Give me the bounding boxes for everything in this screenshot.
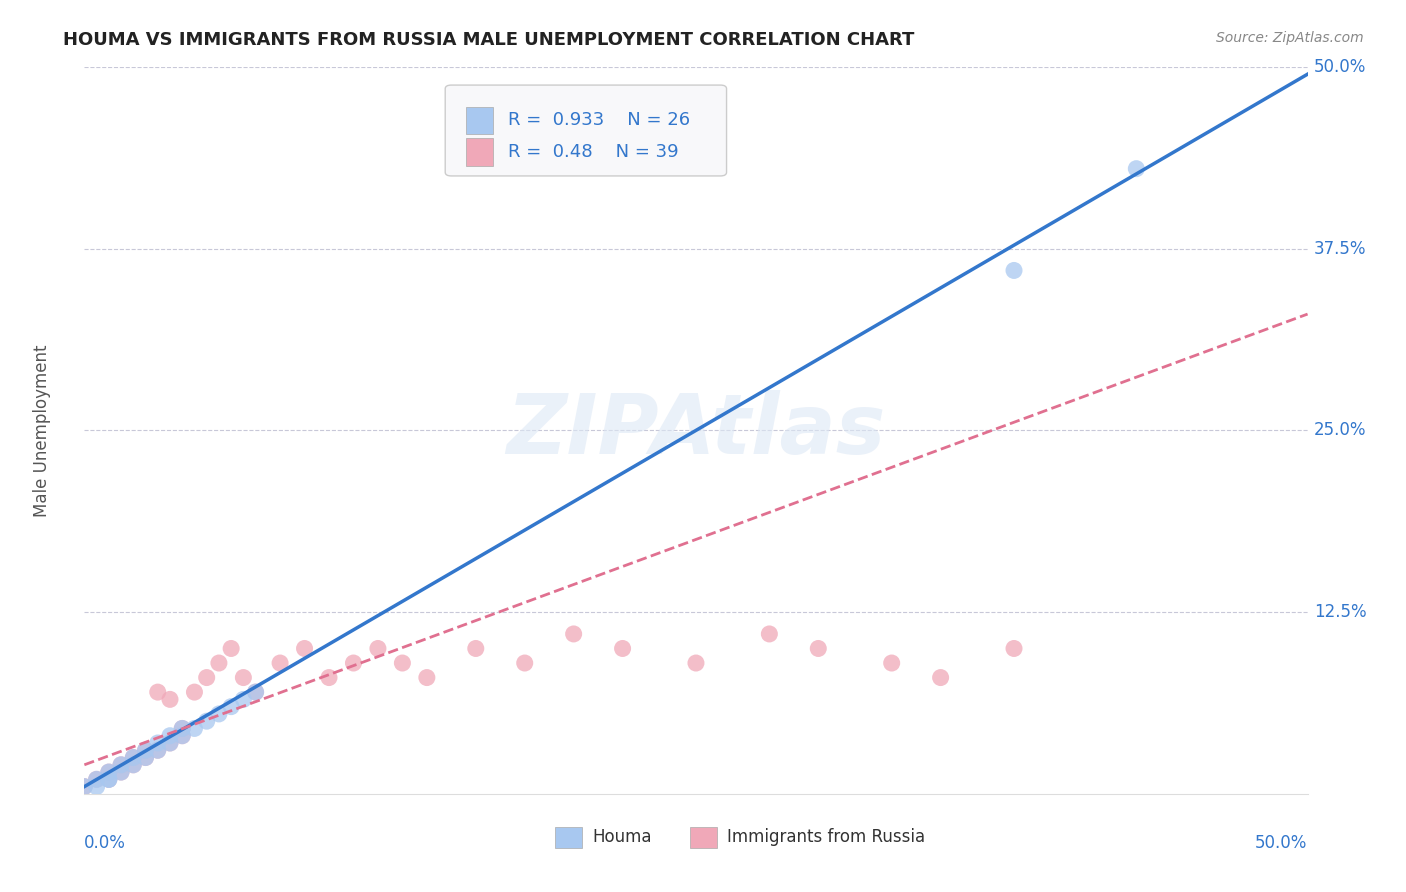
Point xyxy=(929,671,952,685)
Point xyxy=(110,765,132,780)
Point xyxy=(97,772,120,787)
Point xyxy=(135,750,157,764)
Point xyxy=(195,714,218,728)
Point xyxy=(880,656,903,670)
Point xyxy=(172,722,194,736)
Point xyxy=(612,641,634,656)
Point xyxy=(183,685,205,699)
Point xyxy=(294,641,316,656)
Text: 0.0%: 0.0% xyxy=(84,834,127,852)
Point xyxy=(245,685,267,699)
Point xyxy=(232,671,254,685)
Point xyxy=(146,743,169,757)
Point xyxy=(464,641,486,656)
Bar xyxy=(690,827,717,848)
Point xyxy=(110,765,132,780)
Point xyxy=(122,757,145,772)
Text: 50.0%: 50.0% xyxy=(1313,58,1367,76)
Point xyxy=(208,656,231,670)
Point xyxy=(122,757,145,772)
Bar xyxy=(465,107,494,135)
Point xyxy=(97,772,120,787)
Point xyxy=(219,699,242,714)
Point xyxy=(97,765,120,780)
Text: 12.5%: 12.5% xyxy=(1313,603,1367,621)
Text: R =  0.48    N = 39: R = 0.48 N = 39 xyxy=(508,144,678,161)
Point xyxy=(172,729,194,743)
Point xyxy=(172,729,194,743)
Text: Source: ZipAtlas.com: Source: ZipAtlas.com xyxy=(1216,31,1364,45)
Point xyxy=(110,757,132,772)
Point xyxy=(208,706,231,721)
Text: Immigrants from Russia: Immigrants from Russia xyxy=(727,829,925,847)
Point xyxy=(122,750,145,764)
Point xyxy=(110,757,132,772)
Point xyxy=(97,772,120,787)
Point xyxy=(1002,641,1025,656)
Point xyxy=(135,743,157,757)
Point xyxy=(513,656,536,670)
Point xyxy=(758,627,780,641)
Bar xyxy=(465,138,494,166)
Point xyxy=(86,772,108,787)
Text: Male Unemployment: Male Unemployment xyxy=(32,344,51,516)
Point xyxy=(269,656,291,670)
Point xyxy=(146,736,169,750)
Text: R =  0.933    N = 26: R = 0.933 N = 26 xyxy=(508,112,690,129)
Text: 25.0%: 25.0% xyxy=(1313,421,1367,440)
Point xyxy=(232,692,254,706)
Point xyxy=(86,780,108,794)
Point xyxy=(172,722,194,736)
Text: ZIPAtlas: ZIPAtlas xyxy=(506,390,886,471)
Point xyxy=(195,671,218,685)
Point xyxy=(73,780,96,794)
Text: Houma: Houma xyxy=(592,829,651,847)
Point xyxy=(391,656,413,670)
Point xyxy=(159,736,181,750)
Point xyxy=(562,627,585,641)
Point xyxy=(159,729,181,743)
Point xyxy=(219,641,242,656)
Point xyxy=(86,772,108,787)
Point xyxy=(146,685,169,699)
FancyBboxPatch shape xyxy=(446,85,727,176)
Point xyxy=(342,656,364,670)
Point xyxy=(1002,263,1025,277)
Point xyxy=(159,692,181,706)
Text: HOUMA VS IMMIGRANTS FROM RUSSIA MALE UNEMPLOYMENT CORRELATION CHART: HOUMA VS IMMIGRANTS FROM RUSSIA MALE UNE… xyxy=(63,31,915,49)
Point xyxy=(807,641,830,656)
Point xyxy=(97,765,120,780)
Point xyxy=(159,736,181,750)
Point xyxy=(1125,161,1147,176)
Point xyxy=(183,722,205,736)
Point xyxy=(685,656,707,670)
Point xyxy=(73,780,96,794)
Text: 50.0%: 50.0% xyxy=(1256,834,1308,852)
Point xyxy=(318,671,340,685)
Point xyxy=(146,743,169,757)
Point xyxy=(135,743,157,757)
Point xyxy=(367,641,389,656)
Point xyxy=(416,671,439,685)
Point xyxy=(135,750,157,764)
Point xyxy=(122,750,145,764)
Text: 37.5%: 37.5% xyxy=(1313,240,1367,258)
Bar xyxy=(555,827,582,848)
Point xyxy=(245,685,267,699)
